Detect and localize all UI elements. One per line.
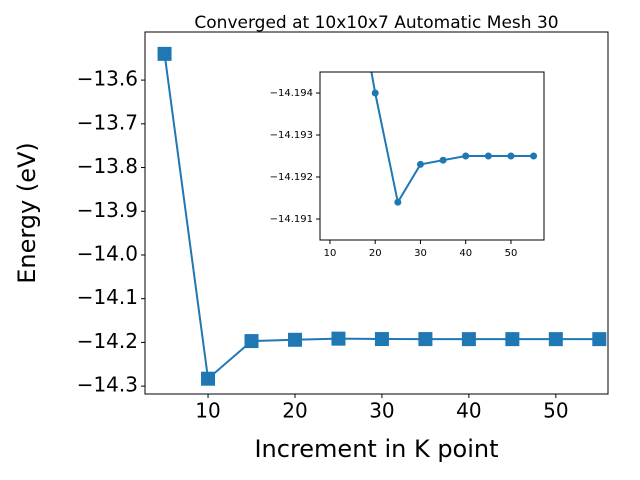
marker xyxy=(439,156,447,164)
x-tick-label: 30 xyxy=(369,399,394,423)
x-axis-label: Increment in K point xyxy=(254,435,498,463)
y-tick-label: −14.193 xyxy=(270,130,313,141)
axes-frame xyxy=(144,31,609,395)
x-tick-label: 10 xyxy=(324,248,337,259)
marker xyxy=(331,331,346,346)
y-axis-label: Energy (eV) xyxy=(13,142,41,284)
x-tick-label: 50 xyxy=(543,399,568,423)
marker xyxy=(416,160,424,168)
y-tick-label: −14.0 xyxy=(77,241,138,265)
x-tick-label: 20 xyxy=(369,248,382,259)
x-tick-label: 30 xyxy=(414,248,427,259)
marker xyxy=(592,332,607,347)
plot-area xyxy=(157,46,607,386)
y-tick-label: −14.2 xyxy=(77,329,138,353)
y-tick-label: −13.9 xyxy=(77,198,138,222)
marker xyxy=(374,332,389,347)
marker xyxy=(201,371,216,386)
x-tick-label: 40 xyxy=(456,399,481,423)
marker xyxy=(287,332,302,347)
marker xyxy=(461,332,476,347)
y-tick-label: −13.8 xyxy=(77,154,138,178)
y-tick-label: −14.3 xyxy=(77,373,138,397)
x-tick-label: 50 xyxy=(505,248,518,259)
y-tick-label: −14.191 xyxy=(270,214,313,225)
marker xyxy=(548,332,563,347)
marker xyxy=(484,152,492,160)
x-tick-label: 40 xyxy=(459,248,472,259)
marker xyxy=(530,152,538,160)
x-tick-label: 10 xyxy=(195,399,220,423)
marker xyxy=(507,152,515,160)
y-tick-label: −14.192 xyxy=(270,172,313,183)
x-tick-label: 20 xyxy=(282,399,307,423)
y-tick-label: −14.1 xyxy=(77,285,138,309)
axes-frame xyxy=(319,71,545,241)
y-tick-label: −13.6 xyxy=(77,67,138,91)
marker xyxy=(394,198,402,206)
marker xyxy=(418,332,433,347)
marker xyxy=(244,334,259,349)
chart-title: Converged at 10x10x7 Automatic Mesh 30 xyxy=(194,13,558,33)
marker xyxy=(505,332,520,347)
y-tick-label: −13.7 xyxy=(77,110,138,134)
plot-area xyxy=(370,72,538,206)
marker xyxy=(462,152,470,160)
y-tick-label: −14.194 xyxy=(270,88,313,99)
marker xyxy=(371,89,379,97)
marker xyxy=(157,46,172,61)
